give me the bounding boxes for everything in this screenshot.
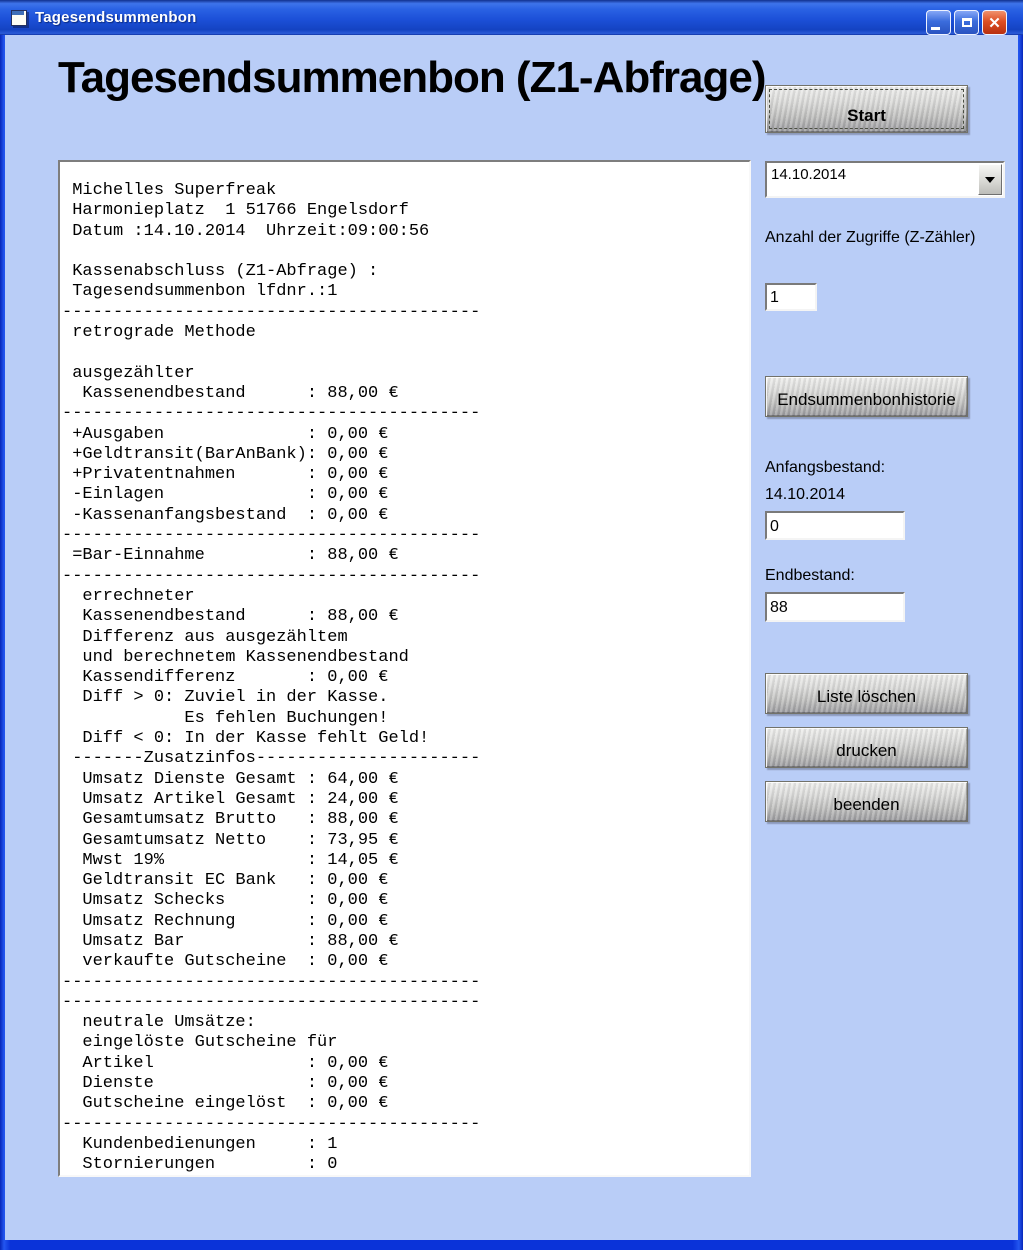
drucken-button[interactable]: drucken (765, 727, 968, 768)
beenden-button[interactable]: beenden (765, 781, 968, 822)
chevron-down-icon (985, 176, 995, 183)
anfangsbestand-date-label: 14.10.2014 (765, 486, 846, 503)
titlebar-buttons: ✕ (926, 10, 1007, 35)
combobox-dropdown-button[interactable] (978, 164, 1002, 195)
endbestand-input[interactable] (765, 592, 905, 622)
receipt-textarea[interactable]: Michelles Superfreak Harmonieplatz 1 517… (58, 160, 751, 1177)
maximize-button[interactable] (954, 10, 979, 35)
anfangsbestand-label: Anfangsbestand: (765, 459, 886, 476)
close-button[interactable]: ✕ (982, 10, 1007, 35)
start-button[interactable]: Start (765, 85, 968, 133)
form-client-area: Tagesendsummenbon (Z1-Abfrage) Michelles… (5, 35, 1018, 1240)
liste-loeschen-button[interactable]: Liste löschen (765, 673, 968, 714)
window-title: Tagesendsummenbon (35, 9, 197, 26)
zugriffe-label: Anzahl der Zugriffe (Z-Zähler) (765, 229, 976, 246)
endbestand-label: Endbestand: (765, 567, 855, 584)
minimize-icon (931, 27, 940, 30)
minimize-button[interactable] (926, 10, 951, 35)
title-bar: Tagesendsummenbon ✕ (0, 0, 1023, 35)
window-form-icon (11, 9, 28, 26)
receipt-text: Michelles Superfreak Harmonieplatz 1 517… (62, 181, 481, 1175)
date-combobox-value: 14.10.2014 (771, 166, 847, 183)
endsummenbonhistorie-button[interactable]: Endsummenbonhistorie (765, 376, 968, 417)
maximize-icon (961, 18, 972, 27)
date-combobox[interactable]: 14.10.2014 (765, 161, 1005, 198)
close-icon: ✕ (988, 14, 1001, 32)
anfangsbestand-input[interactable] (765, 511, 905, 540)
page-title: Tagesendsummenbon (Z1-Abfrage) (58, 53, 766, 102)
zugriffe-input[interactable] (765, 283, 817, 311)
